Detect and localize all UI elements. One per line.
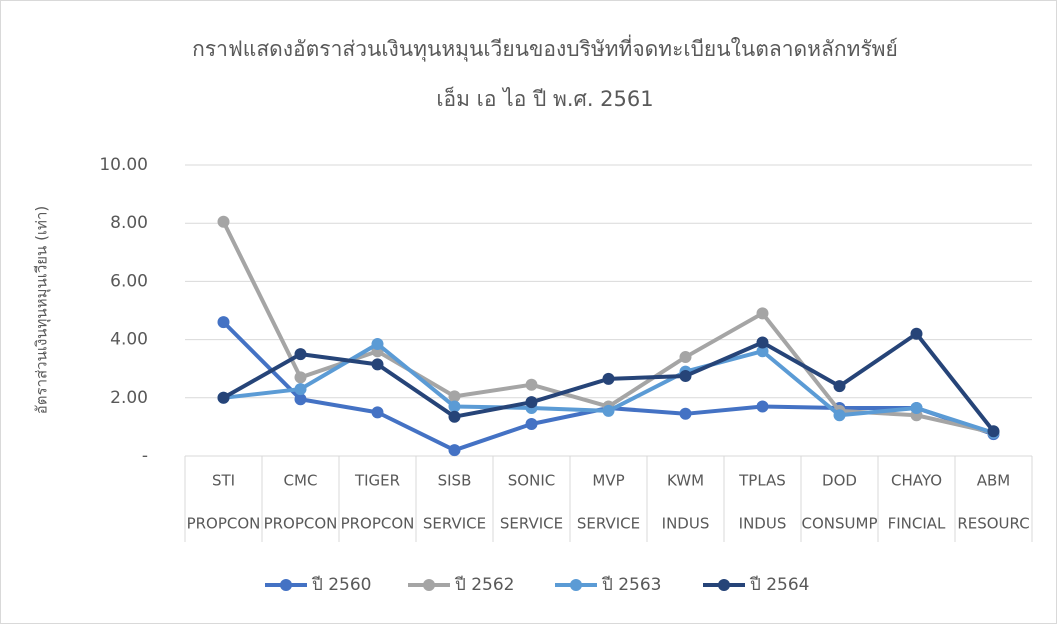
x-tick-label: STI bbox=[212, 472, 235, 490]
legend-marker bbox=[280, 579, 292, 591]
y-tick-label: 8.00 bbox=[110, 213, 148, 233]
y-tick-label: 10.00 bbox=[99, 155, 148, 175]
data-point bbox=[757, 337, 769, 349]
data-point bbox=[295, 383, 307, 395]
data-point bbox=[449, 411, 461, 423]
x-tick-label: CHAYO bbox=[891, 472, 942, 490]
data-point bbox=[372, 406, 384, 418]
data-point bbox=[757, 401, 769, 413]
x-tick-sublabel: PROPCON bbox=[341, 515, 415, 533]
y-axis-label: อัตราส่วนเงินทุนหมุนเวียน (เท่า) bbox=[33, 206, 52, 414]
data-point bbox=[911, 328, 923, 340]
data-point bbox=[603, 373, 615, 385]
data-point bbox=[680, 370, 692, 382]
data-point bbox=[757, 307, 769, 319]
x-tick-sublabel: FINCIAL bbox=[888, 515, 946, 533]
data-point bbox=[372, 358, 384, 370]
x-tick-label: DOD bbox=[822, 472, 857, 490]
y-tick-label: 4.00 bbox=[110, 330, 148, 350]
chart-title: กราฟแสดงอัตราส่วนเงินทุนหมุนเวียนของบริษ… bbox=[192, 34, 898, 62]
data-point bbox=[295, 371, 307, 383]
data-point bbox=[680, 408, 692, 420]
x-tick-sublabel: CONSUMP bbox=[802, 515, 878, 533]
data-point bbox=[834, 380, 846, 392]
legend-marker bbox=[718, 579, 730, 591]
x-tick-sublabel: SERVICE bbox=[500, 515, 563, 533]
x-tick-sublabel: PROPCON bbox=[264, 515, 338, 533]
x-tick-label: SISB bbox=[438, 472, 472, 490]
data-point bbox=[988, 425, 1000, 437]
x-tick-sublabel: SERVICE bbox=[423, 515, 486, 533]
x-tick-sublabel: INDUS bbox=[739, 515, 787, 533]
x-tick-label: CMC bbox=[284, 472, 318, 490]
legend-label: ปี 2564 bbox=[749, 575, 809, 595]
y-tick-label: 2.00 bbox=[110, 388, 148, 408]
legend-marker bbox=[423, 579, 435, 591]
data-point bbox=[449, 444, 461, 456]
data-point bbox=[218, 216, 230, 228]
x-tick-label: TPLAS bbox=[738, 472, 786, 490]
x-tick-label: ABM bbox=[977, 472, 1011, 490]
data-point bbox=[911, 402, 923, 414]
legend-label: ปี 2562 bbox=[454, 575, 514, 595]
x-tick-sublabel: PROPCON bbox=[187, 515, 261, 533]
data-point bbox=[680, 351, 692, 363]
data-point bbox=[603, 405, 615, 417]
x-tick-label: TIGER bbox=[354, 472, 400, 490]
data-point bbox=[218, 392, 230, 404]
x-tick-sublabel: SERVICE bbox=[577, 515, 640, 533]
data-point bbox=[834, 409, 846, 421]
legend-marker bbox=[570, 579, 582, 591]
x-tick-sublabel: INDUS bbox=[662, 515, 710, 533]
x-tick-label: SONIC bbox=[508, 472, 555, 490]
data-point bbox=[295, 348, 307, 360]
x-tick-label: MVP bbox=[592, 472, 624, 490]
legend-label: ปี 2560 bbox=[311, 575, 371, 595]
chart: กราฟแสดงอัตราส่วนเงินทุนหมุนเวียนของบริษ… bbox=[0, 0, 1058, 625]
data-point bbox=[526, 418, 538, 430]
data-point bbox=[218, 316, 230, 328]
chart-subtitle: เอ็ม เอ ไอ ปี พ.ศ. 2561 bbox=[436, 85, 653, 111]
data-point bbox=[526, 379, 538, 391]
y-tick-label: - bbox=[142, 446, 148, 466]
y-tick-label: 6.00 bbox=[110, 271, 148, 291]
data-point bbox=[526, 396, 538, 408]
x-tick-label: KWM bbox=[667, 472, 704, 490]
data-point bbox=[372, 338, 384, 350]
legend-label: ปี 2563 bbox=[601, 575, 661, 595]
x-tick-sublabel: RESOURC bbox=[957, 515, 1029, 533]
